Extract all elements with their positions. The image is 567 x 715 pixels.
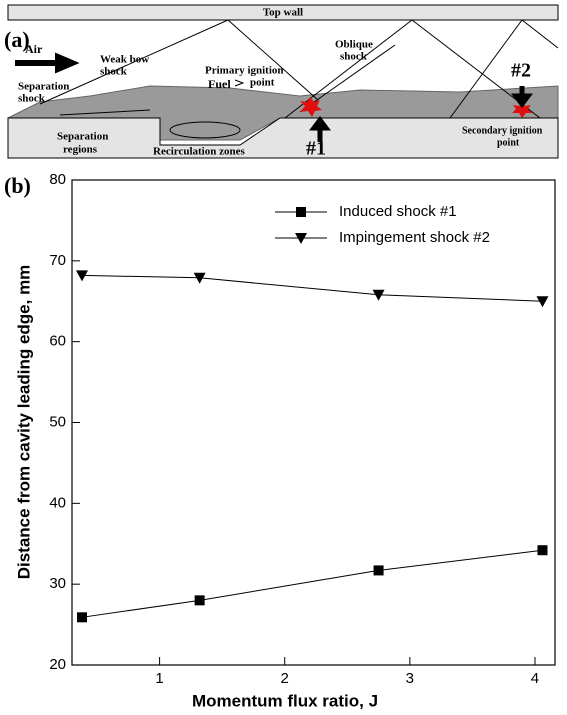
recirculation-zones: Recirculation zones	[153, 146, 245, 158]
air-arrow	[15, 52, 80, 74]
y-tick-label: 50	[49, 413, 66, 430]
y-tick-label: 60	[49, 333, 66, 350]
y-tick-label: 30	[49, 575, 66, 592]
y-tick-label: 80	[49, 171, 66, 188]
marker	[373, 565, 384, 576]
arrow-1	[309, 115, 331, 142]
bottom-wall	[7, 117, 559, 159]
marker	[296, 207, 306, 217]
top-wall	[7, 4, 559, 21]
x-tick-label: 2	[281, 670, 289, 687]
separation-regions: regions	[63, 144, 98, 156]
legend-label: Induced shock #1	[339, 203, 457, 220]
y-tick-label: 70	[49, 252, 66, 269]
oblique-shock: Oblique	[335, 39, 373, 51]
x-tick-label: 3	[406, 670, 414, 687]
series-line	[81, 549, 543, 618]
x-axis-title: Momentum flux ratio, J	[192, 691, 378, 710]
primary-ignition-point: Primary ignition	[205, 65, 284, 77]
marker-2: #2	[511, 60, 531, 82]
marker	[77, 612, 88, 623]
marker	[194, 595, 205, 606]
marker	[76, 270, 89, 282]
marker	[537, 545, 548, 556]
secondary-ignition-point: point	[497, 137, 520, 148]
plot-frame	[71, 179, 556, 666]
y-tick-label: 40	[49, 494, 66, 511]
marker-1: #1	[306, 138, 326, 160]
marker	[536, 296, 549, 308]
arrow-2	[511, 86, 533, 109]
weak-bow-shock: Weak bow	[100, 54, 149, 66]
secondary-ignition	[512, 103, 532, 118]
y-tick-label: 20	[49, 656, 66, 673]
fuel-label: Fuel	[208, 77, 231, 91]
primary-ignition-point: point	[250, 77, 275, 89]
panel-label: (b)	[4, 173, 31, 198]
flow-layer	[7, 85, 559, 141]
marker	[295, 233, 307, 244]
series-line	[82, 274, 543, 302]
weak-bow-shock: shock	[100, 66, 128, 78]
marker	[193, 272, 206, 284]
separation-regions: Separation	[57, 131, 108, 143]
x-tick-label: 4	[531, 670, 539, 687]
air-label: Air	[25, 42, 43, 56]
x-tick-label: 1	[155, 670, 163, 687]
separation-shock: Separation	[18, 81, 69, 93]
separation-shock: shock	[18, 93, 46, 105]
secondary-ignition-point: Secondary ignition	[462, 125, 543, 136]
oblique-shock: shock	[340, 51, 368, 63]
top-wall-label: Top wall	[263, 7, 303, 19]
legend-label: Impingement shock #2	[339, 229, 490, 246]
panel-a-diagram: Top wall (a) Air Weak bow shock Separati…	[4, 4, 559, 160]
marker	[372, 289, 385, 301]
fuel-arrow	[234, 79, 245, 87]
primary-ignition	[300, 97, 322, 117]
y-axis-title: Distance from cavity leading edge, mm	[14, 265, 33, 580]
panel-label: (a)	[4, 27, 30, 52]
